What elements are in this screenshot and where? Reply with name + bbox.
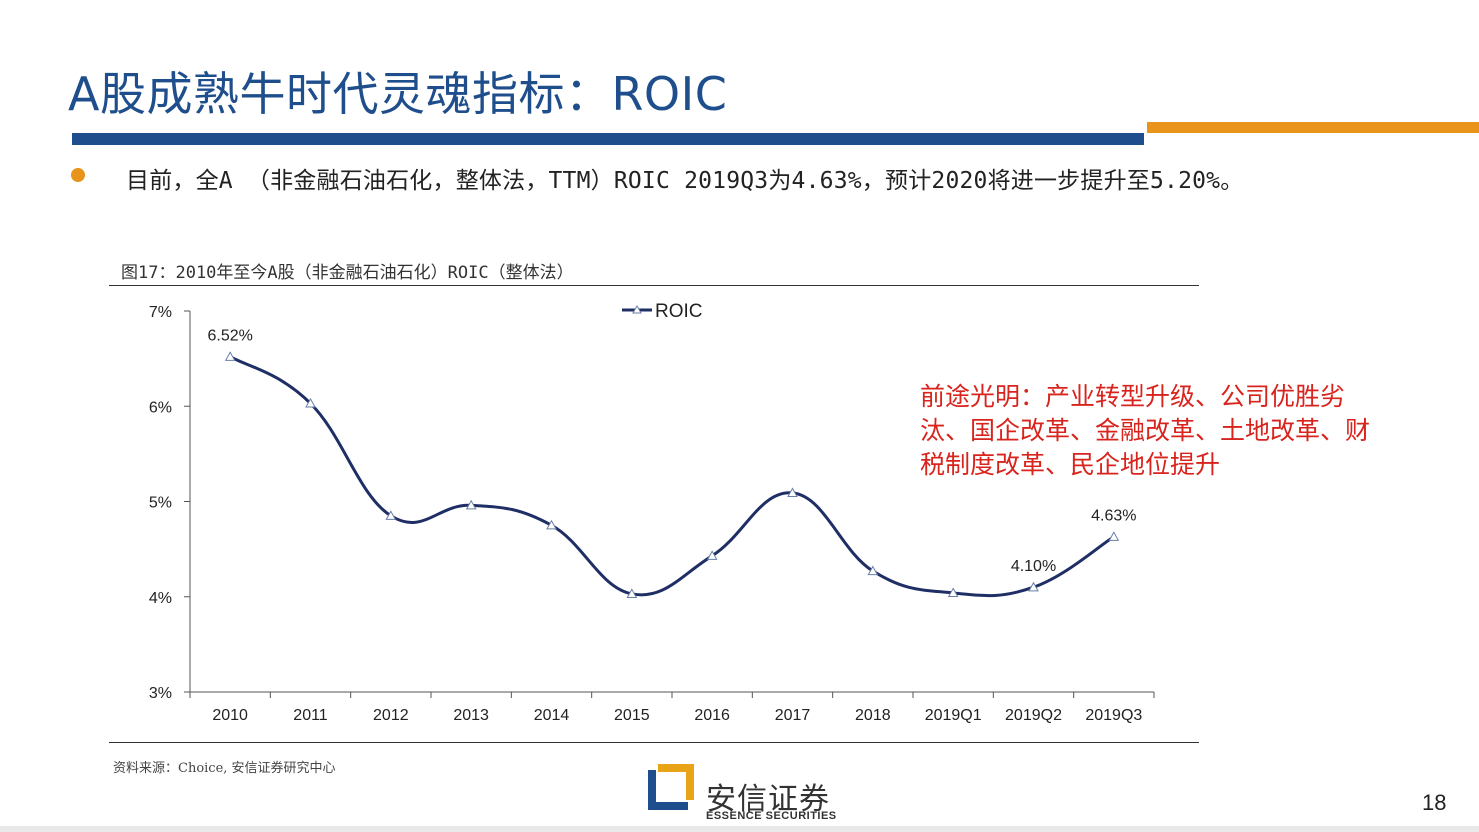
- y-tick-label: 4%: [149, 590, 172, 607]
- roic-point-marker: [947, 587, 959, 598]
- roic-point-marker: [224, 351, 236, 361]
- title-rule-orange: [1147, 122, 1479, 133]
- roic-point-marker: [867, 565, 879, 576]
- x-tick-label: 2010: [212, 707, 248, 724]
- y-tick-label: 7%: [149, 304, 172, 321]
- figure-caption: 图17：2010年至今A股（非金融石油石化）ROIC（整体法）: [121, 263, 574, 283]
- bullet-text: 目前，全A （非金融石油石化，整体法，TTM）ROIC 2019Q3为4.63%…: [126, 168, 1244, 194]
- figure-rule-top: [109, 285, 1199, 286]
- x-tick-label: 2016: [694, 707, 730, 724]
- x-tick-label: 2015: [614, 707, 650, 724]
- x-tick-label: 2019Q1: [925, 707, 982, 724]
- bottom-strip: [0, 826, 1479, 832]
- data-label: 4.63%: [1091, 508, 1136, 525]
- roic-point-marker: [706, 550, 718, 560]
- roic-point-marker: [465, 499, 477, 510]
- roic-point-marker: [1028, 581, 1039, 592]
- x-tick-label: 2019Q2: [1005, 707, 1062, 724]
- roic-point-marker: [305, 397, 316, 408]
- slide-title: A股成熟牛时代灵魂指标：ROIC: [68, 67, 728, 121]
- x-tick-label: 2014: [534, 707, 570, 724]
- roic-point-marker: [385, 510, 397, 520]
- logo-subtitle: ESSENCE SECURITIES: [706, 810, 837, 822]
- figure-rule-bottom: [109, 742, 1199, 743]
- x-tick-label: 2012: [373, 707, 409, 724]
- data-label: 4.10%: [1011, 558, 1056, 575]
- legend-marker-icon: [632, 304, 642, 314]
- title-rule-blue: [72, 133, 1144, 145]
- chart-annotation: 前途光明：产业转型升级、公司优胜劣汰、国企改革、金融改革、土地改革、财税制度改革…: [920, 382, 1371, 479]
- x-tick-label: 2018: [855, 707, 891, 724]
- x-tick-label: 2019Q3: [1085, 707, 1142, 724]
- logo-mark-icon: [648, 764, 694, 810]
- roic-point-marker: [1108, 531, 1120, 541]
- data-label: 6.52%: [207, 328, 252, 345]
- roic-point-marker: [626, 588, 638, 598]
- page-number: 18: [1422, 790, 1447, 815]
- x-tick-label: 2013: [453, 707, 489, 724]
- logo-name: 安信证券: [706, 782, 830, 817]
- bullet-dot-icon: [71, 168, 85, 182]
- roic-point-marker: [546, 519, 557, 530]
- legend-label: ROIC: [655, 301, 703, 322]
- company-logo: 安信证券 ESSENCE SECURITIES: [648, 762, 838, 828]
- x-tick-label: 2011: [293, 707, 328, 724]
- roic-point-marker: [787, 487, 798, 498]
- source-note: 资料来源：Choice, 安信证券研究中心: [113, 761, 336, 776]
- y-tick-label: 6%: [149, 399, 172, 416]
- x-tick-label: 2017: [775, 707, 811, 724]
- y-tick-label: 5%: [149, 495, 172, 512]
- y-tick-label: 3%: [149, 685, 172, 702]
